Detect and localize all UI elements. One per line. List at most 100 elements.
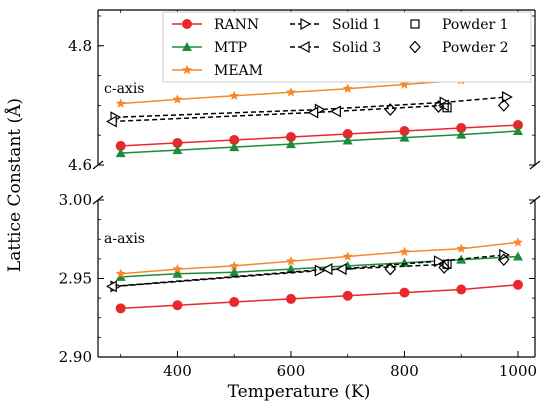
legend-marker [300,17,312,31]
legend-item: Solid 1 [290,17,381,33]
data-point [512,126,523,136]
data-point [512,251,523,261]
data-point [229,90,240,101]
y-tick-label: 2.95 [59,270,92,288]
data-point [342,83,353,93]
x-axis-title: Temperature (K) [228,382,371,402]
data-point [115,268,126,278]
data-point [115,98,126,108]
data-point [285,293,296,304]
panel-annotation: c-axis [104,81,144,97]
data-point [433,255,445,268]
series-solid-3 [105,99,449,128]
legend-item: MEAM [172,63,263,79]
data-point [105,115,117,128]
series-line [114,254,504,288]
panels-layer: 4.6 4.8 c-axis 2.90 2.95 3.00 400 600 800 1000 a-a… [59,9,541,380]
data-point [512,279,523,290]
x-tick-label: 800 [390,362,419,380]
data-point [497,253,510,267]
data-point [399,79,410,89]
series-rann [115,279,523,314]
legend-marker [182,64,192,75]
data-point [497,98,510,112]
y-tick-label: 4.6 [68,156,92,174]
x-tick-label: 600 [277,362,306,380]
series-powder-2 [384,253,510,276]
x-tick-label: 1000 [499,362,537,380]
legend-label: MEAM [214,63,263,79]
data-point [172,94,183,104]
data-point [342,290,353,301]
legend: RANN MTP MEAM Solid 1 Solid 3 Powder 1 Powder … [162,11,532,83]
data-point [286,87,296,97]
legend-marker [409,40,421,54]
data-point [321,263,333,276]
data-point [229,297,240,308]
panel-a-axis: 2.90 2.95 3.00 400 600 800 1000 a-axis [59,191,541,380]
data-point [115,271,126,281]
legend-label: Solid 3 [332,40,381,56]
data-point [399,257,410,267]
legend-label: Powder 1 [442,17,509,33]
data-point [229,267,240,277]
data-point [502,91,513,104]
legend-marker [182,42,192,51]
data-point [442,259,452,269]
legend-marker [182,19,192,29]
y-tick-label: 4.8 [68,37,92,55]
data-point [307,106,319,119]
data-point [229,142,240,152]
series-mtp [115,126,523,158]
data-point [229,260,240,271]
data-point [172,145,183,155]
legend-label: MTP [214,40,247,56]
data-point [432,100,445,113]
series-line [120,284,519,310]
data-point [399,246,410,257]
legend-frame [162,11,532,83]
series-solid-1 [110,248,511,293]
legend-label: Powder 2 [442,40,509,56]
data-point [115,303,126,314]
data-point [105,280,117,293]
series-line [120,130,519,154]
legend-label: Solid 1 [332,17,381,33]
y-tick-label: 2.90 [59,348,92,366]
data-point [172,268,183,278]
series-powder-1 [442,259,452,269]
data-point [438,261,451,274]
legend-item: Powder 1 [410,17,509,33]
data-point [384,262,397,276]
data-point [399,287,410,298]
panel-annotation: a-axis [104,231,145,247]
legend-marker [410,19,420,29]
data-point [456,129,467,139]
x-tick-label: 400 [163,362,192,380]
data-point [456,284,467,295]
series-powder-2 [384,98,510,116]
data-point [342,251,353,261]
series-line [114,96,507,119]
y-tick-label: 3.00 [59,191,92,209]
series-line [112,104,445,123]
data-point [172,263,183,274]
series-line [120,241,519,275]
data-point [399,132,410,142]
legend-item: Powder 2 [409,40,509,56]
y-axis-title: Lattice Constant (Å) [4,98,25,272]
data-point [286,256,296,266]
series-meam [115,237,523,278]
panel-c-axis: 4.6 4.8 c-axis [68,9,541,174]
data-point [437,99,449,112]
data-point [456,243,467,253]
data-point [342,135,353,145]
data-point [330,105,341,118]
series-line [120,124,519,147]
legend-marker [298,40,310,54]
data-point [384,103,397,116]
data-point [285,264,296,274]
data-point [513,237,523,247]
data-point [335,263,347,276]
